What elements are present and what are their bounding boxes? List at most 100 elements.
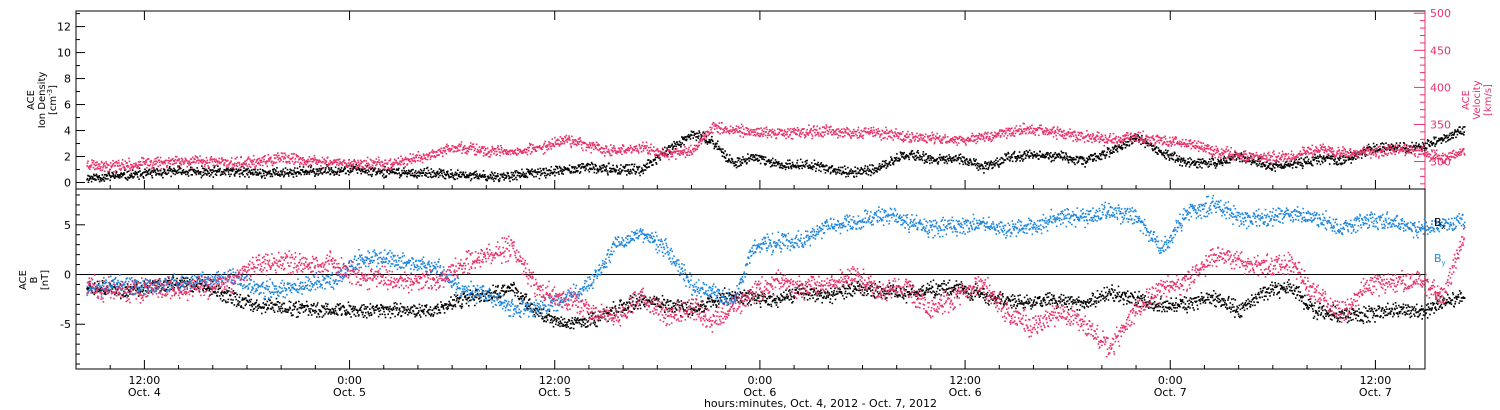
velocity-series-point	[369, 167, 371, 169]
density-series-point	[768, 162, 771, 164]
velocity-series-point	[784, 130, 786, 133]
density-series-point	[425, 167, 428, 170]
density-series-point	[631, 172, 633, 174]
density-series-point	[1215, 163, 1217, 165]
density-series-point	[95, 173, 98, 176]
density-series-point	[1444, 136, 1447, 139]
density-series-point	[223, 170, 225, 173]
velocity-series-point	[719, 128, 722, 130]
velocity-series-point	[599, 151, 602, 153]
density-series-point	[295, 172, 297, 175]
velocity-series-point	[367, 162, 370, 165]
velocity-series-point	[381, 164, 384, 166]
velocity-series-point	[703, 135, 706, 137]
density-series-point	[481, 175, 483, 178]
density-series-point	[1364, 153, 1366, 156]
density-series-point	[135, 173, 137, 175]
density-series-point	[784, 166, 786, 169]
velocity-series-point	[282, 152, 284, 155]
velocity-series-point	[397, 163, 399, 166]
density-series-point	[1089, 158, 1091, 161]
velocity-series-point	[89, 164, 91, 167]
density-series-point	[1176, 159, 1178, 161]
density-series-point	[919, 154, 921, 157]
density-series-point	[261, 176, 263, 179]
density-series-point	[406, 173, 409, 176]
density-series-point	[1184, 161, 1186, 163]
density-series-point	[494, 175, 497, 177]
density-series-point	[728, 158, 730, 160]
velocity-series-point	[184, 160, 186, 162]
velocity-series-point	[455, 146, 457, 148]
velocity-series-point	[715, 124, 717, 126]
velocity-series-point	[837, 136, 839, 139]
density-series-point	[536, 173, 539, 175]
velocity-series-point	[86, 162, 89, 164]
velocity-series-point	[345, 165, 347, 168]
velocity-series-point	[901, 139, 904, 141]
density-series-point	[182, 169, 185, 171]
velocity-series-point	[265, 162, 267, 165]
density-series-point	[1172, 159, 1175, 161]
density-series-point	[825, 169, 827, 171]
density-series-point	[163, 170, 166, 172]
density-series-point	[672, 145, 675, 148]
density-series-point	[755, 158, 758, 161]
velocity-series-point	[278, 157, 280, 159]
velocity-series-point	[176, 159, 179, 161]
velocity-series-point	[545, 145, 547, 148]
density-series-point	[398, 176, 401, 179]
velocity-series-point	[763, 127, 766, 130]
velocity-series-point	[446, 146, 449, 148]
density-series-point	[587, 169, 590, 171]
density-series-point	[365, 169, 367, 172]
density-series-point	[124, 169, 126, 171]
velocity-series-point	[935, 137, 938, 139]
density-series-point	[505, 176, 508, 179]
density-series-point	[985, 167, 987, 170]
velocity-series-point	[842, 132, 845, 134]
density-series-point	[544, 174, 546, 177]
density-series-point	[359, 168, 361, 170]
density-series-point	[94, 178, 96, 180]
density-series-point	[490, 174, 492, 177]
density-series-point	[612, 164, 614, 167]
velocity-series-point	[605, 145, 608, 148]
velocity-series-point	[812, 126, 815, 128]
velocity-series-point	[261, 161, 263, 163]
density-series-point	[878, 165, 880, 168]
density-series-point	[427, 169, 430, 172]
density-series-point	[844, 168, 847, 170]
velocity-series-point	[529, 144, 531, 146]
velocity-series-point	[116, 162, 118, 164]
density-series-point	[1277, 166, 1279, 168]
velocity-series-point	[598, 144, 601, 146]
density-series-point	[1152, 149, 1154, 152]
density-series-point	[769, 165, 772, 168]
density-series-point	[144, 168, 146, 171]
density-series-point	[698, 130, 700, 132]
velocity-series-point	[305, 163, 307, 166]
velocity-series-point	[836, 128, 838, 131]
density-series-point	[590, 167, 592, 170]
velocity-series-point	[191, 161, 193, 164]
velocity-series-point	[492, 149, 495, 151]
density-series-point	[1275, 164, 1278, 166]
velocity-series-point	[150, 161, 152, 163]
density-series-point	[1338, 158, 1340, 160]
velocity-series-point	[199, 160, 202, 163]
density-series-point	[1333, 159, 1335, 161]
velocity-series-point	[131, 163, 133, 166]
velocity-series-point	[938, 136, 940, 139]
density-series-point	[360, 172, 362, 175]
density-series-point	[1220, 159, 1222, 161]
density-series-point	[1347, 159, 1350, 161]
velocity-series-point	[748, 132, 751, 135]
velocity-series-point	[387, 167, 389, 169]
velocity-series-point	[662, 154, 664, 157]
velocity-series-point	[880, 133, 882, 136]
density-series-point	[1057, 153, 1059, 156]
velocity-series-point	[252, 160, 254, 163]
velocity-series-point	[288, 154, 290, 157]
density-series-point	[1414, 149, 1416, 151]
